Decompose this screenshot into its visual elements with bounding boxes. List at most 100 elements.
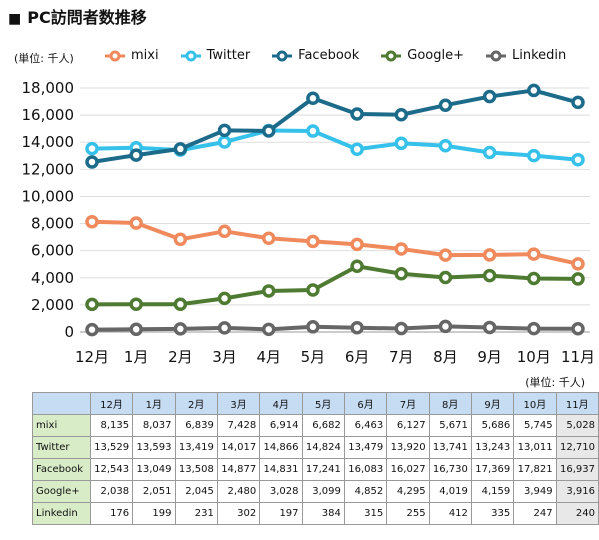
data-point (527, 321, 541, 336)
data-point (438, 248, 453, 262)
unit-label-top: (単位: 千人) (14, 52, 74, 65)
data-point (482, 248, 497, 262)
title-square-icon: ■ (8, 11, 22, 27)
table-cell: 412 (428, 502, 472, 525)
data-point (85, 141, 99, 156)
table-cell: 6,914 (259, 414, 303, 437)
table-row-label: Linkedin (32, 502, 91, 525)
y-tick-label: 2,000 (31, 296, 74, 314)
data-point (527, 247, 541, 261)
table-column-header: 4月 (259, 392, 303, 415)
table-row-label: Twitter (32, 436, 91, 459)
x-tick-label: 6月 (345, 348, 370, 366)
x-tick-label: 4月 (256, 348, 281, 366)
table-cell: 3,916 (555, 480, 599, 503)
table-cell: 13,920 (386, 436, 430, 459)
legend-label: mixi (131, 48, 159, 63)
legend-item: Google+ (381, 48, 464, 63)
data-point (350, 107, 364, 121)
table-column-header: 12月 (89, 392, 134, 415)
table-cell: 2,051 (132, 480, 176, 503)
title-text: PC訪問者数推移 (27, 8, 147, 27)
x-tick-label: 8月 (433, 348, 458, 366)
x-tick-label: 9月 (477, 348, 502, 366)
data-point (571, 272, 585, 286)
data-point (482, 89, 497, 104)
table-column-header: 1月 (132, 392, 176, 415)
table-cell: 14,866 (259, 436, 303, 459)
table-cell: 13,419 (174, 436, 218, 459)
table-cell: 16,730 (428, 458, 472, 481)
table-cell: 17,821 (513, 458, 557, 481)
table-column-header: 5月 (301, 392, 345, 415)
data-point (173, 142, 188, 156)
x-tick-label: 10月 (517, 348, 551, 366)
data-point (350, 320, 364, 335)
table-cell: 5,686 (470, 414, 515, 437)
y-tick-label: 6,000 (31, 242, 74, 260)
table-cell: 247 (513, 502, 557, 525)
table-cell: 2,480 (216, 480, 261, 503)
data-point (571, 257, 585, 271)
data-point (438, 319, 453, 334)
data-point (217, 135, 232, 149)
table-column-header: 10月 (513, 392, 557, 415)
x-tick-label: 12月 (75, 348, 109, 366)
legend-item: mixi (105, 48, 159, 63)
data-table: 12月 1月 2月 3月 4月 5月 6月 7月 8月 9月 10月 11月 mixi 8,135 8,03… (32, 392, 599, 525)
table-row: Google+ 2,038 2,051 2,045 2,480 3,028 3,099 4,8… (32, 480, 599, 503)
table-row: Facebook 12,543 13,049 13,508 14,877 14,831 17… (32, 458, 599, 481)
table-column-header: 11月 (555, 392, 599, 415)
y-tick-label: 10,000 (22, 187, 75, 205)
data-point (261, 284, 276, 298)
data-point (85, 214, 99, 229)
series-line-facebook (91, 88, 579, 164)
table-cell: 14,017 (216, 436, 261, 459)
table-cell: 6,463 (343, 414, 388, 437)
table-cell: 315 (343, 502, 388, 525)
legend-item: Twitter (180, 48, 251, 63)
data-point (306, 124, 320, 138)
table-cell: 3,949 (513, 480, 557, 503)
data-point (306, 320, 320, 334)
data-point (394, 321, 409, 336)
x-tick-label: 1月 (124, 348, 149, 366)
data-point (217, 291, 232, 306)
data-point (173, 322, 188, 336)
data-point (129, 148, 143, 162)
table-cell: 16,027 (386, 458, 430, 481)
table-cell: 13,011 (513, 436, 557, 459)
table-cell: 4,019 (428, 480, 472, 503)
table-cell: 16,083 (343, 458, 388, 481)
data-point (394, 267, 409, 281)
table-column-header: 7月 (386, 392, 430, 415)
data-point (217, 321, 232, 335)
data-point (527, 83, 541, 98)
table-cell: 4,159 (470, 480, 515, 503)
table-cell: 14,877 (216, 458, 261, 481)
table-cell: 384 (301, 502, 345, 525)
legend-item: Linkedin (486, 48, 566, 63)
data-point (571, 95, 585, 110)
table-cell: 8,135 (89, 414, 134, 437)
data-point (438, 138, 453, 153)
table-cell: 4,295 (386, 480, 430, 503)
table-cell: 240 (555, 502, 599, 525)
data-point (394, 136, 409, 151)
data-point (217, 224, 232, 239)
data-point (85, 155, 99, 169)
data-point (173, 297, 188, 312)
data-point (261, 124, 276, 138)
table-cell: 199 (132, 502, 176, 525)
data-point (571, 152, 585, 167)
data-point (306, 234, 320, 249)
series-line-mixi (91, 219, 579, 266)
data-point (571, 321, 585, 336)
x-tick-label: 5月 (301, 348, 326, 366)
table-row: Twitter 13,529 13,593 13,419 14,017 14,866 14,… (32, 436, 599, 459)
table-column-header: 6月 (343, 392, 388, 415)
table-cell: 17,241 (301, 458, 345, 481)
series-line-linkedin (91, 324, 579, 332)
legend-label: Twitter (206, 48, 251, 63)
data-point (527, 271, 541, 286)
